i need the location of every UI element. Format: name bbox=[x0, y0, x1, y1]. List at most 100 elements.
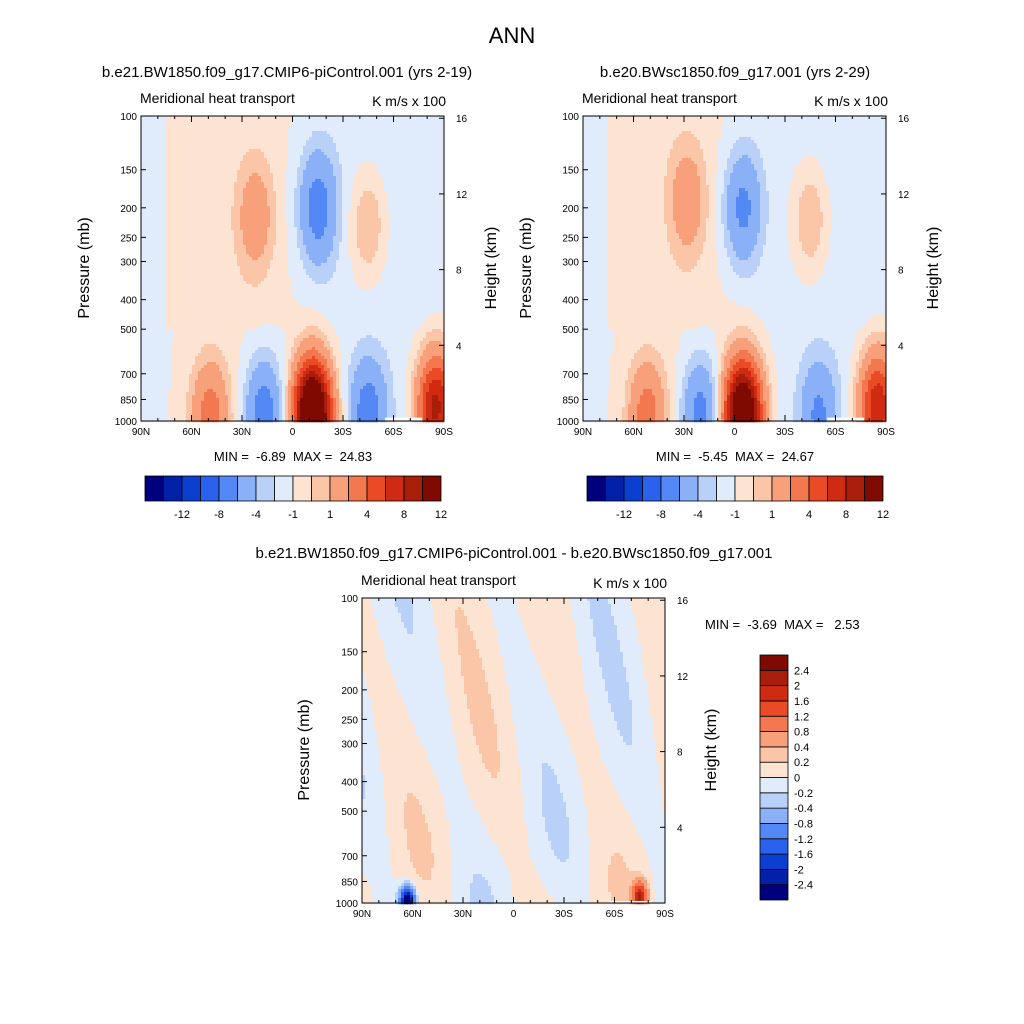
panel-3-left-label: Meridional heat transport bbox=[361, 572, 516, 588]
xtick-label: 30S bbox=[776, 427, 794, 438]
colorbar-label: -12 bbox=[616, 509, 632, 521]
ytick-label: 850 bbox=[120, 395, 137, 406]
colorbar-label: 0.2 bbox=[794, 757, 809, 769]
ytick-label: 100 bbox=[562, 112, 579, 123]
panel-3-axes: 90N 60N 30N 0 30S 60S 90S 100 150 200 250 300 400 500… bbox=[336, 594, 689, 920]
ytick-label: 500 bbox=[341, 807, 358, 818]
xtick-label: 90S bbox=[435, 427, 453, 438]
colorbar-label: 1.2 bbox=[794, 711, 809, 723]
colorbar-box bbox=[790, 475, 810, 502]
colorbar-box bbox=[329, 475, 349, 502]
colorbar-box bbox=[605, 475, 625, 502]
ytick-label: 400 bbox=[341, 778, 358, 789]
panel-1-y2label: Height (km) bbox=[483, 227, 500, 310]
colorbar-box bbox=[759, 700, 789, 717]
panel-3-y2label: Height (km) bbox=[703, 709, 720, 792]
colorbar-label: -8 bbox=[214, 509, 224, 521]
ytick-label: 400 bbox=[120, 296, 137, 307]
colorbar-box bbox=[348, 475, 368, 502]
colorbar-box bbox=[864, 475, 884, 502]
ytick-label: 1000 bbox=[557, 417, 580, 428]
panel-3-title: b.e21.BW1850.f09_g17.CMIP6-piControl.001… bbox=[255, 545, 772, 562]
xtick-label: 90S bbox=[656, 909, 674, 920]
ytick-label: 250 bbox=[341, 715, 358, 726]
ytick-label: 300 bbox=[341, 740, 358, 751]
y2tick-label: 16 bbox=[898, 114, 910, 125]
colorbar-label: 0 bbox=[794, 773, 800, 785]
ytick-label: 700 bbox=[341, 852, 358, 863]
colorbar-box bbox=[759, 884, 789, 901]
panel-3-plot-area bbox=[362, 598, 666, 905]
xtick-label: 0 bbox=[732, 427, 738, 438]
colorbar-box bbox=[759, 761, 789, 778]
colorbar-label: 12 bbox=[877, 509, 889, 521]
y2tick-label: 16 bbox=[456, 114, 468, 125]
colorbar-box bbox=[759, 685, 789, 702]
colorbar-label: -1.6 bbox=[794, 849, 813, 861]
colorbar-box bbox=[181, 475, 201, 502]
y2tick-label: 4 bbox=[898, 341, 904, 352]
panel-2-right-label: K m/s x 100 bbox=[814, 93, 888, 109]
xtick-label: 30N bbox=[454, 909, 472, 920]
colorbar-box bbox=[697, 475, 717, 502]
ytick-label: 700 bbox=[120, 370, 137, 381]
colorbar-box bbox=[759, 868, 789, 886]
colorbar-box bbox=[403, 475, 423, 502]
colorbar-box bbox=[759, 746, 789, 763]
panel-2-left-label: Meridional heat transport bbox=[582, 90, 737, 106]
panel-1: b.e21.BW1850.f09_g17.CMIP6-piControl.001… bbox=[76, 64, 500, 521]
xtick-label: 60N bbox=[182, 427, 200, 438]
panel-2-min-max: MIN = -5.45 MAX = 24.67 bbox=[656, 449, 814, 464]
colorbar-box bbox=[716, 475, 736, 502]
y2tick-label: 4 bbox=[677, 823, 683, 834]
panel-1-left-label: Meridional heat transport bbox=[140, 90, 295, 106]
y2tick-label: 12 bbox=[456, 190, 468, 201]
panel-1-right-label: K m/s x 100 bbox=[372, 93, 446, 109]
panel-2-colorbar: -12 -8 -4 -1 1 4 8 12 bbox=[586, 475, 889, 521]
colorbar-label: 0.8 bbox=[794, 727, 809, 739]
ytick-label: 150 bbox=[341, 648, 358, 659]
colorbar-box bbox=[808, 475, 828, 502]
xtick-label: 30S bbox=[334, 427, 352, 438]
figure-title: ANN bbox=[489, 23, 535, 48]
xtick-label: 60S bbox=[827, 427, 845, 438]
y2tick-label: 4 bbox=[456, 341, 462, 352]
y2tick-label: 8 bbox=[677, 748, 683, 759]
ytick-label: 300 bbox=[562, 258, 579, 269]
xtick-label: 30S bbox=[555, 909, 573, 920]
ytick-label: 200 bbox=[562, 204, 579, 215]
colorbar-label: 12 bbox=[435, 509, 447, 521]
colorbar-label: 2.4 bbox=[794, 665, 809, 677]
colorbar-box bbox=[366, 475, 386, 502]
colorbar-box bbox=[660, 475, 680, 502]
panel-1-colorbar: -12 -8 -4 -1 1 4 8 12 bbox=[144, 475, 447, 521]
xtick-label: 90N bbox=[353, 909, 371, 920]
panel-2: b.e20.BWsc1850.f09_g17.001 (yrs 2-29) Me… bbox=[518, 64, 942, 521]
panel-2-axes: 90N 60N 30N 0 30S 60S 90S 100 150 200 250 300 400 500… bbox=[557, 112, 910, 438]
xtick-label: 60N bbox=[403, 909, 421, 920]
panel-1-axes: 90N 60N 30N 0 30S 60S 90S 100 150 200 250 300 400 500… bbox=[115, 112, 468, 438]
colorbar-box bbox=[753, 475, 773, 502]
colorbar-label: 2 bbox=[794, 681, 800, 693]
colorbar-box bbox=[586, 475, 606, 502]
colorbar-box bbox=[385, 475, 405, 502]
ytick-label: 500 bbox=[562, 325, 579, 336]
xtick-label: 90N bbox=[574, 427, 592, 438]
panel-3-colorbar: -2.4 -2 -1.6 -1.2 -0.8 -0.4 -0.2 0 0.2 0.4 0.8 1.2 1… bbox=[759, 654, 813, 901]
colorbar-box bbox=[218, 475, 238, 502]
colorbar-label: 4 bbox=[806, 509, 812, 521]
ytick-label: 1000 bbox=[115, 417, 138, 428]
panel-2-ylabel: Pressure (mb) bbox=[518, 217, 535, 318]
panel-1-plot-area bbox=[141, 116, 445, 423]
colorbar-box bbox=[759, 715, 789, 732]
ytick-label: 100 bbox=[120, 112, 137, 123]
xtick-label: 60N bbox=[624, 427, 642, 438]
colorbar-box bbox=[311, 475, 331, 502]
xtick-label: 60S bbox=[606, 909, 624, 920]
colorbar-label: -0.4 bbox=[794, 803, 813, 815]
colorbar-box bbox=[759, 807, 789, 824]
panel-3-min-max: MIN = -3.69 MAX = 2.53 bbox=[705, 617, 860, 632]
colorbar-label: -4 bbox=[251, 509, 261, 521]
colorbar-box bbox=[845, 475, 865, 502]
